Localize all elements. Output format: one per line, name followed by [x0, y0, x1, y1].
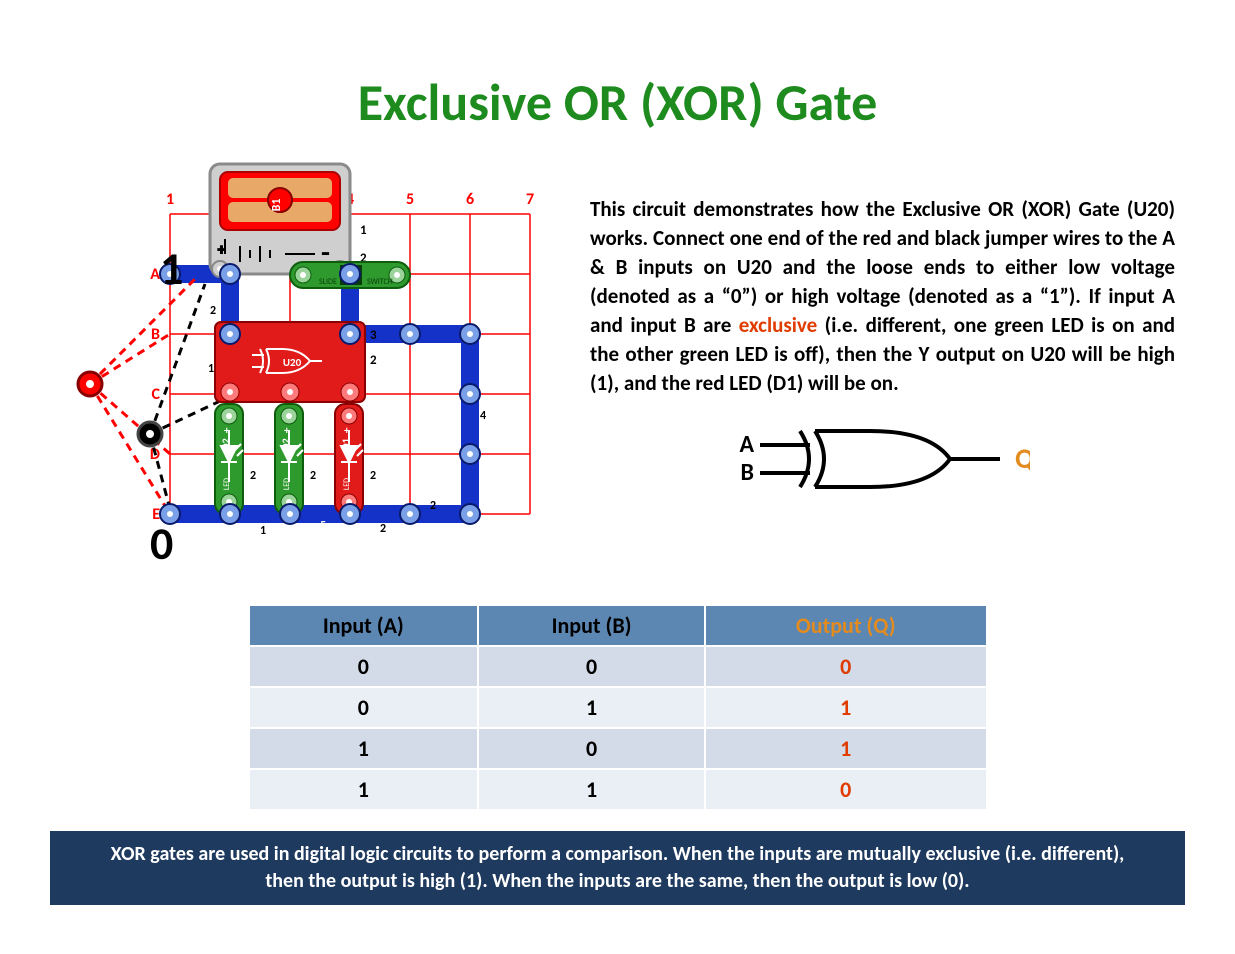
- cell: 1: [478, 769, 705, 810]
- svg-text:D2: D2: [279, 438, 292, 449]
- svg-text:C: C: [152, 385, 161, 404]
- cell-out: 1: [705, 687, 987, 728]
- cell-out: 0: [705, 769, 987, 810]
- cell: 0: [478, 728, 705, 769]
- truth-table: Input (A) Input (B) Output (Q) 0 0 0 0 1…: [248, 604, 988, 811]
- cell-out: 1: [705, 728, 987, 769]
- cell: 0: [249, 687, 479, 728]
- svg-text:3: 3: [370, 328, 377, 343]
- svg-text:2: 2: [370, 353, 377, 368]
- svg-text:LED: LED: [282, 478, 292, 490]
- svg-text:A: A: [150, 265, 160, 284]
- svg-text:1: 1: [260, 524, 266, 538]
- svg-text:D2: D2: [219, 438, 232, 449]
- cell: 1: [478, 687, 705, 728]
- circuit-diagram: 123 456 7 ABC DE: [60, 154, 550, 579]
- table-row: 0 1 1: [249, 687, 987, 728]
- svg-text:U20: U20: [283, 356, 302, 369]
- svg-text:2: 2: [310, 469, 316, 483]
- svg-text:B: B: [151, 325, 160, 344]
- svg-text:LED: LED: [342, 478, 352, 490]
- table-header: Input (A) Input (B) Output (Q): [249, 605, 987, 646]
- table-row: 0 0 0: [249, 646, 987, 687]
- cell: 0: [249, 646, 479, 687]
- table-row: 1 0 1: [249, 728, 987, 769]
- svg-text:D1: D1: [339, 438, 352, 449]
- cell: 0: [478, 646, 705, 687]
- cell: 1: [249, 769, 479, 810]
- svg-text:1: 1: [208, 362, 214, 376]
- svg-text:7: 7: [526, 190, 534, 209]
- svg-text:6: 6: [466, 190, 474, 209]
- svg-text:+: +: [284, 424, 290, 437]
- desc-highlight: exclusive: [739, 312, 817, 338]
- right-column: This circuit demonstrates how the Exclus…: [590, 154, 1175, 499]
- svg-text:+: +: [224, 424, 230, 437]
- xor-gate-symbol: A B Q: [730, 419, 1030, 499]
- svg-text:1: 1: [360, 223, 367, 238]
- svg-text:2: 2: [430, 499, 436, 513]
- cell-out: 0: [705, 646, 987, 687]
- th-input-b: Input (B): [478, 605, 705, 646]
- svg-text:5: 5: [406, 190, 414, 209]
- svg-text:+: +: [218, 241, 225, 258]
- svg-text:2: 2: [380, 522, 386, 536]
- svg-text:SWITCH: SWITCH: [367, 277, 393, 287]
- gate-input-b: B: [741, 458, 754, 487]
- cell: 1: [249, 728, 479, 769]
- svg-text:SLIDE: SLIDE: [319, 277, 337, 287]
- top-row: 123 456 7 ABC DE: [60, 154, 1175, 579]
- svg-text:2: 2: [210, 304, 216, 318]
- table-row: 1 1 0: [249, 769, 987, 810]
- svg-text:1: 1: [160, 241, 183, 297]
- svg-text:5: 5: [320, 519, 326, 533]
- gate-output-q: Q: [1015, 441, 1030, 476]
- svg-text:+: +: [344, 424, 350, 437]
- th-input-a: Input (A): [249, 605, 479, 646]
- svg-text:−: −: [322, 245, 329, 262]
- svg-text:B1: B1: [270, 199, 284, 212]
- svg-text:1: 1: [166, 190, 174, 209]
- svg-text:2: 2: [250, 469, 256, 483]
- gate-input-a: A: [739, 430, 754, 459]
- svg-text:4: 4: [480, 409, 486, 423]
- svg-text:0: 0: [150, 516, 173, 572]
- page-title: Exclusive OR (XOR) Gate: [60, 70, 1175, 134]
- svg-text:2: 2: [370, 469, 376, 483]
- footer-note: XOR gates are used in digital logic circ…: [50, 831, 1185, 905]
- description-text: This circuit demonstrates how the Exclus…: [590, 195, 1175, 398]
- th-output-q: Output (Q): [705, 605, 987, 646]
- svg-text:LED: LED: [222, 478, 232, 490]
